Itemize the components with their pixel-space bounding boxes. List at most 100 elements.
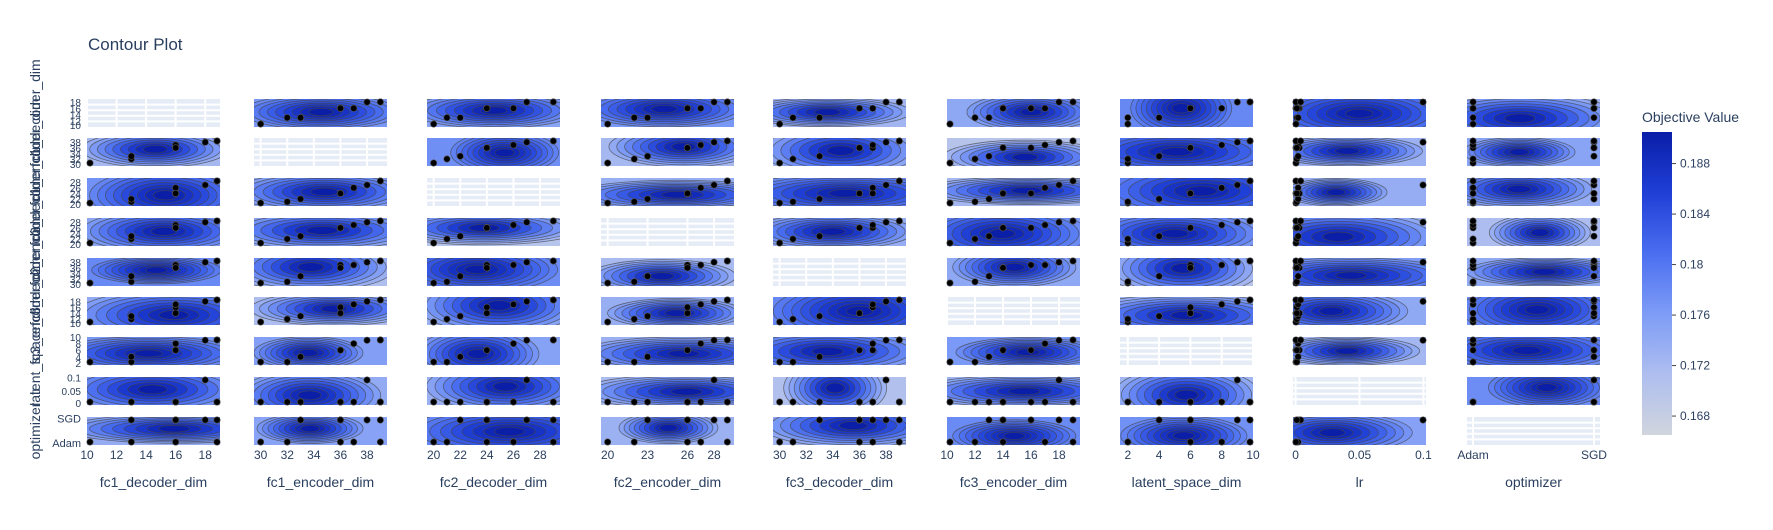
trial-point: [483, 303, 491, 311]
panel-fc1_encoder_dim-vs-optimizer: [1467, 137, 1600, 167]
contour-level-9: [1334, 147, 1360, 155]
contour-level-9: [158, 425, 190, 433]
trial-point: [443, 278, 451, 286]
trial-point: [882, 138, 890, 146]
trial-point: [882, 297, 890, 305]
trial-point: [710, 416, 718, 424]
trial-point: [895, 296, 903, 304]
trial-points: [1124, 177, 1254, 207]
y-tick-label: 34: [70, 149, 82, 160]
trial-points: [430, 137, 557, 167]
contour-level-9: [494, 148, 515, 158]
trial-point: [283, 278, 291, 286]
trial-point: [363, 336, 371, 344]
x-tick-label: 26: [507, 448, 521, 462]
x-tick-label: 16: [1024, 448, 1038, 462]
panel-fc2_encoder_dim-vs-optimizer: [1467, 217, 1600, 247]
trial-point: [350, 398, 358, 406]
panel-fc1_decoder_dim-vs-optimizer: [1467, 98, 1600, 128]
trial-point: [1293, 104, 1301, 112]
trial-point: [1027, 144, 1035, 152]
trial-point: [1124, 114, 1132, 122]
trial-point: [723, 336, 731, 344]
contour-levels: [1120, 417, 1248, 445]
contour-levels: [254, 377, 382, 405]
trial-point: [1218, 300, 1226, 308]
trial-point: [523, 138, 531, 146]
trial-point: [376, 416, 384, 424]
y-tick-label: 10: [70, 121, 82, 132]
trial-point: [789, 398, 797, 406]
trial-point: [895, 416, 903, 424]
trial-point: [630, 278, 638, 286]
trial-point: [1590, 224, 1598, 232]
trial-point: [336, 189, 344, 197]
trial-point: [895, 137, 903, 145]
trial-point: [789, 155, 797, 163]
trial-point: [456, 152, 464, 160]
trial-point: [350, 104, 358, 112]
trial-point: [895, 398, 903, 406]
contour-level-9: [1531, 268, 1558, 276]
panel-optimizer-vs-fc2_encoder_dim: [601, 416, 734, 446]
trial-point: [723, 398, 731, 406]
trial-point: [723, 177, 731, 185]
trial-point: [946, 159, 954, 167]
contour-level-9: [651, 104, 678, 114]
trial-point: [1027, 416, 1035, 424]
trial-point: [430, 358, 438, 366]
trial-point: [1590, 264, 1598, 272]
y-tick-label: 12: [70, 315, 82, 326]
trial-point: [86, 438, 94, 446]
trial-point: [1246, 438, 1254, 446]
panel-fc2_encoder_dim-vs-fc2_decoder_dim: [427, 217, 560, 247]
trial-point: [971, 235, 979, 243]
contour-level-9: [814, 108, 841, 116]
trial-point: [1469, 177, 1477, 185]
contour-level-9: [1160, 147, 1193, 157]
x-axis-title: lr: [1356, 474, 1364, 490]
trial-point: [710, 181, 718, 189]
trial-point: [1246, 398, 1254, 406]
contour-level-9: [819, 227, 846, 236]
trial-points: [1292, 257, 1427, 287]
trial-point: [999, 189, 1007, 197]
panel-optimizer-vs-lr: [1292, 416, 1427, 446]
panel-lr-vs-fc1_encoder_dim: [254, 376, 387, 406]
trial-point: [509, 438, 517, 446]
trial-point: [999, 346, 1007, 354]
trial-points: [946, 217, 1077, 247]
trial-point: [172, 346, 180, 354]
contour-levels: [87, 218, 220, 246]
trial-point: [710, 258, 718, 266]
trial-point: [882, 336, 890, 344]
trial-point: [946, 120, 954, 128]
trial-point: [549, 98, 557, 106]
trial-point: [1069, 257, 1077, 265]
trial-point: [1469, 137, 1477, 145]
trial-point: [1233, 297, 1241, 305]
trial-point: [430, 159, 438, 167]
panel-fc1_encoder_dim-vs-fc1_encoder_dim: [254, 138, 387, 166]
contour-levels: [952, 419, 1077, 445]
y-tick-label: 22: [70, 195, 82, 206]
panel-latent_space_dim-vs-optimizer: [1467, 336, 1600, 366]
trial-point: [1027, 261, 1035, 269]
trial-point: [789, 438, 797, 446]
trial-point: [1419, 181, 1427, 189]
contour-level-9: [298, 348, 319, 357]
contour-levels: [254, 297, 387, 325]
y-axis-title: fc3_encoder_dim: [27, 257, 43, 364]
trial-point: [1293, 144, 1301, 152]
trial-point: [683, 104, 691, 112]
x-tick-label: 30: [773, 448, 787, 462]
x-axis-title: optimizer: [1505, 474, 1562, 490]
panel-fc3_encoder_dim-vs-fc2_decoder_dim: [427, 296, 560, 326]
trial-point: [882, 416, 890, 424]
trial-points: [257, 98, 384, 128]
trial-points: [604, 98, 731, 128]
trial-point: [1069, 398, 1077, 406]
trial-point: [172, 224, 180, 232]
trial-point: [297, 353, 305, 361]
trial-point: [816, 353, 824, 361]
